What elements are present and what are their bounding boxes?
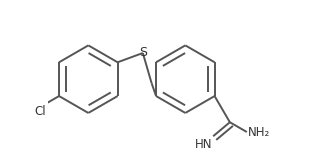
Text: NH₂: NH₂ (248, 126, 270, 139)
Text: S: S (139, 46, 147, 59)
Text: HN: HN (195, 138, 212, 151)
Text: Cl: Cl (34, 105, 46, 118)
